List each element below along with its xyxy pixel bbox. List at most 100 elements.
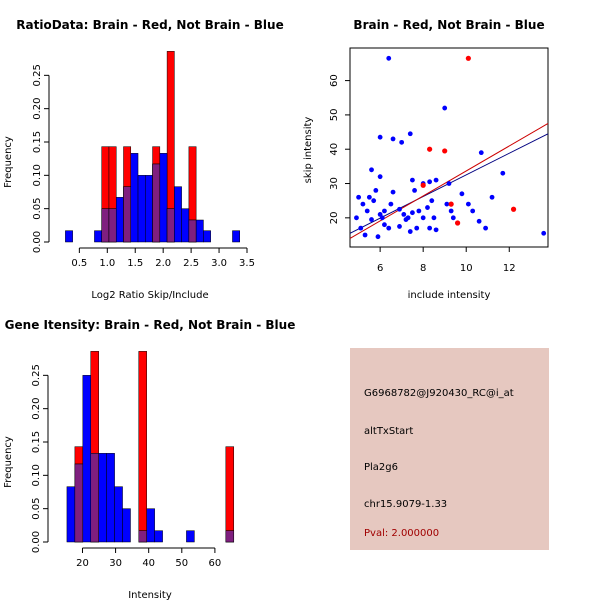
scatter-point-not-brain — [354, 215, 359, 221]
scatter-plot-frame — [349, 47, 549, 248]
scatter-x-tick-label: 10 — [460, 263, 473, 274]
scatter-point-not-brain — [399, 139, 405, 145]
scatter-y-tick-label: 20 — [329, 211, 340, 224]
scatter-point-not-brain — [500, 170, 506, 176]
info-event-type: altTxStart — [364, 426, 413, 437]
scatter-point-not-brain — [356, 194, 362, 200]
scatter-point-not-brain — [360, 201, 366, 207]
scatter-point-not-brain — [407, 131, 413, 137]
ratio-histogram-overlap-bar — [123, 186, 132, 243]
intensity-histogram-y-tick-label: 0.15 — [31, 431, 42, 453]
ratio-histogram-y-tick-label: 0.20 — [32, 98, 43, 120]
intensity-histogram-not-brain-bar — [122, 508, 131, 543]
scatter-point-not-brain — [476, 218, 482, 224]
scatter-point-brain — [510, 206, 517, 212]
scatter-point-not-brain — [379, 215, 385, 221]
scatter-point-not-brain — [407, 229, 413, 234]
ratio-histogram-overlap-bar — [166, 208, 175, 243]
scatter-point-not-brain — [401, 212, 407, 217]
scatter-point-not-brain — [427, 225, 433, 231]
scatter-point-not-brain — [373, 187, 379, 193]
scatter-x-tick-label: 6 — [377, 263, 383, 274]
scatter-point-not-brain — [397, 224, 402, 229]
info-panel-background — [350, 348, 549, 550]
ratio-histogram-overlap-bar — [108, 208, 117, 243]
intensity-histogram-y-tick-label: 0.10 — [31, 464, 42, 486]
scatter-point-not-brain — [450, 215, 456, 221]
scatter-point-not-brain — [390, 136, 396, 142]
ratio-histogram-y-tick-label: 0.25 — [32, 64, 43, 86]
ratio-histogram-y-tick-label: 0.15 — [32, 131, 43, 153]
ratio-histogram-not-brain-bar — [159, 153, 168, 243]
ratio-histogram-not-brain-bar — [130, 153, 139, 243]
scatter-point-not-brain — [377, 174, 383, 180]
intensity-histogram-y-tick-label: 0.25 — [31, 364, 42, 386]
scatter-point-not-brain — [358, 225, 364, 231]
scatter-point-not-brain — [414, 225, 420, 231]
info-gene-name: Pla2g6 — [364, 462, 398, 473]
scatter-point-not-brain — [410, 177, 415, 183]
scatter-point-not-brain — [541, 230, 547, 236]
intensity-histogram-overlap-bar — [225, 530, 235, 543]
scatter-y-tick-label: 30 — [329, 177, 340, 190]
scatter-point-not-brain — [444, 201, 450, 207]
intensity-histogram-brain-bar — [138, 351, 147, 543]
intensity-histogram-not-brain-bar — [82, 375, 92, 543]
ratio-histogram-not-brain-bar — [94, 230, 102, 243]
ratio-histogram-ylabel: Frequency — [3, 136, 14, 188]
scatter-point-not-brain — [403, 217, 409, 222]
intensity-histogram-y-tick-label: 0.00 — [31, 531, 42, 553]
scatter-point-not-brain — [427, 179, 433, 185]
scatter-x-tick-label: 8 — [420, 263, 426, 274]
scatter-point-not-brain — [416, 208, 422, 214]
intensity-histogram-x-tick-label: 30 — [109, 558, 122, 569]
ratio-histogram-y-tick-label: 0.00 — [32, 231, 43, 253]
scatter-point-not-brain — [465, 201, 471, 207]
ratio-histogram-not-brain-bar — [115, 197, 124, 243]
ratio-histogram-not-brain-bar — [65, 230, 73, 243]
intensity-histogram-x-tick-label: 40 — [142, 558, 155, 569]
scatter-plot-xlabel: include intensity — [408, 290, 491, 301]
scatter-point-not-brain — [369, 217, 374, 222]
intensity-histogram-not-brain-bar — [146, 508, 155, 543]
scatter-point-not-brain — [386, 225, 392, 231]
scatter-point-brain — [420, 182, 426, 188]
ratio-histogram-x-tick-label: 1.5 — [127, 258, 143, 269]
scatter-plot-title: Brain - Red, Not Brain - Blue — [353, 18, 544, 32]
intensity-histogram-overlap-bar — [138, 530, 147, 543]
intensity-histogram-not-brain-bar — [98, 453, 107, 543]
scatter-point-not-brain — [410, 210, 415, 216]
ratio-histogram-not-brain-bar — [181, 208, 190, 243]
scatter-point-not-brain — [388, 201, 394, 207]
ratio-histogram-not-brain-bar — [203, 230, 211, 243]
scatter-point-not-brain — [459, 191, 465, 197]
ratio-histogram-x-tick-label: 0.5 — [71, 258, 87, 269]
scatter-point-not-brain — [470, 208, 476, 214]
scatter-point-not-brain — [371, 198, 377, 204]
ratio-histogram-x-tick-label: 3.0 — [211, 258, 227, 269]
intensity-histogram: Gene Itensity: Brain - Red, Not Brain - … — [3, 318, 296, 601]
scatter-point-brain — [427, 146, 433, 152]
ratio-histogram-not-brain-bar — [137, 175, 146, 243]
info-probe-id: G6968782@J920430_RC@i_at — [364, 388, 514, 399]
scatter-point-not-brain — [366, 194, 372, 200]
scatter-point-not-brain — [369, 167, 374, 173]
scatter-point-not-brain — [425, 205, 430, 210]
intensity-histogram-not-brain-bar — [66, 486, 76, 543]
ratio-histogram-x-tick-label: 3.5 — [239, 258, 255, 269]
intensity-histogram-title: Gene Itensity: Brain - Red, Not Brain - … — [5, 318, 296, 332]
intensity-histogram-not-brain-bar — [186, 530, 195, 543]
intensity-histogram-x-tick-label: 20 — [76, 558, 89, 569]
intensity-histogram-xlabel: Intensity — [128, 590, 172, 600]
scatter-point-not-brain — [386, 55, 392, 61]
scatter-y-tick-label: 60 — [329, 74, 340, 87]
scatter-point-not-brain — [433, 177, 439, 183]
scatter-point-not-brain — [362, 232, 368, 238]
ratio-histogram-overlap-bar — [188, 219, 197, 243]
intensity-histogram-not-brain-bar — [154, 530, 163, 543]
intensity-histogram-ylabel: Frequency — [3, 436, 14, 488]
ratio-histogram-not-brain-bar — [232, 230, 240, 243]
scatter-point-not-brain — [431, 215, 437, 221]
ratio-histogram-not-brain-bar — [145, 175, 153, 243]
